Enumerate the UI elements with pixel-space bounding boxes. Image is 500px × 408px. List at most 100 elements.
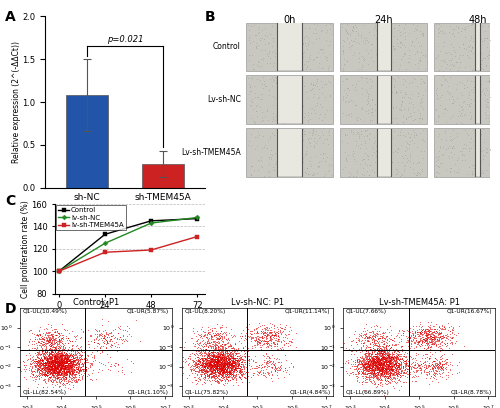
- Point: [95, 341, 103, 347]
- Point: [368, 363, 376, 370]
- Point: [364, 50, 372, 57]
- Point: [302, 150, 310, 156]
- Point: [300, 126, 308, 133]
- Point: [185, 360, 193, 367]
- Point: [32, 346, 40, 353]
- Point: [342, 358, 349, 364]
- Point: [192, 357, 200, 364]
- Point: [51, 329, 59, 336]
- Point: [42, 371, 50, 378]
- Point: [210, 324, 218, 331]
- Point: [63, 358, 71, 364]
- Point: [38, 361, 46, 368]
- Point: [56, 364, 64, 371]
- Point: [424, 363, 432, 370]
- Point: [54, 366, 62, 373]
- Point: [274, 330, 281, 336]
- Point: [386, 374, 394, 380]
- Point: [202, 377, 209, 383]
- Point: [42, 361, 50, 368]
- Point: [206, 367, 214, 373]
- Point: [394, 149, 402, 155]
- Point: [352, 84, 360, 90]
- Point: [71, 370, 79, 377]
- Point: [418, 369, 426, 376]
- Point: [260, 328, 268, 335]
- Point: [364, 61, 372, 67]
- Point: [43, 369, 51, 376]
- Point: [393, 371, 401, 377]
- Point: [52, 335, 60, 341]
- Point: [362, 86, 370, 93]
- Point: [228, 345, 236, 351]
- Point: [252, 337, 260, 344]
- Point: [226, 358, 234, 365]
- Point: [200, 355, 208, 361]
- Point: [198, 360, 206, 366]
- Point: [436, 345, 444, 351]
- Point: [105, 338, 113, 344]
- Point: [208, 362, 216, 368]
- Point: [421, 355, 429, 361]
- Point: [368, 355, 376, 361]
- Point: [372, 357, 380, 363]
- Point: [254, 364, 262, 370]
- Point: [221, 350, 229, 356]
- Point: [352, 378, 360, 384]
- Point: [453, 361, 461, 368]
- Point: [217, 373, 225, 380]
- Point: [248, 344, 256, 351]
- Point: [220, 328, 228, 335]
- Point: [360, 334, 368, 341]
- Point: [438, 29, 446, 36]
- Point: [282, 156, 290, 162]
- Point: [198, 362, 206, 369]
- Point: [80, 335, 88, 342]
- Point: [290, 52, 298, 59]
- Point: [394, 368, 402, 374]
- Point: [311, 109, 319, 116]
- Point: [225, 343, 233, 349]
- Point: [43, 361, 51, 368]
- Point: [39, 363, 47, 370]
- Point: [424, 330, 432, 337]
- Point: [364, 374, 372, 380]
- Point: [32, 332, 40, 339]
- Point: [271, 363, 279, 370]
- Point: [56, 361, 64, 368]
- Point: [179, 357, 187, 364]
- Point: [51, 360, 59, 366]
- Point: [482, 104, 490, 110]
- Point: [100, 340, 108, 346]
- Point: [48, 359, 56, 365]
- Point: [230, 364, 238, 370]
- Point: [58, 371, 66, 377]
- Point: [342, 76, 350, 82]
- Point: [210, 333, 218, 339]
- Point: [250, 119, 258, 125]
- Point: [189, 365, 197, 371]
- Point: [361, 370, 369, 377]
- Point: [373, 363, 381, 370]
- Point: [264, 342, 272, 349]
- Point: [31, 364, 39, 370]
- Point: [28, 368, 36, 375]
- Point: [212, 361, 220, 367]
- Point: [374, 359, 382, 365]
- Point: [302, 170, 310, 176]
- Point: [205, 351, 213, 358]
- Point: [68, 361, 76, 368]
- Point: [66, 362, 74, 369]
- Point: [365, 352, 373, 358]
- Point: [368, 363, 376, 370]
- Point: [220, 367, 228, 373]
- Point: [26, 339, 34, 346]
- Point: [369, 364, 377, 370]
- Point: [262, 351, 270, 357]
- Point: [362, 364, 370, 370]
- Point: [378, 364, 386, 370]
- Point: [205, 355, 213, 362]
- Point: [424, 332, 432, 338]
- Point: [327, 107, 335, 113]
- Point: [101, 326, 109, 333]
